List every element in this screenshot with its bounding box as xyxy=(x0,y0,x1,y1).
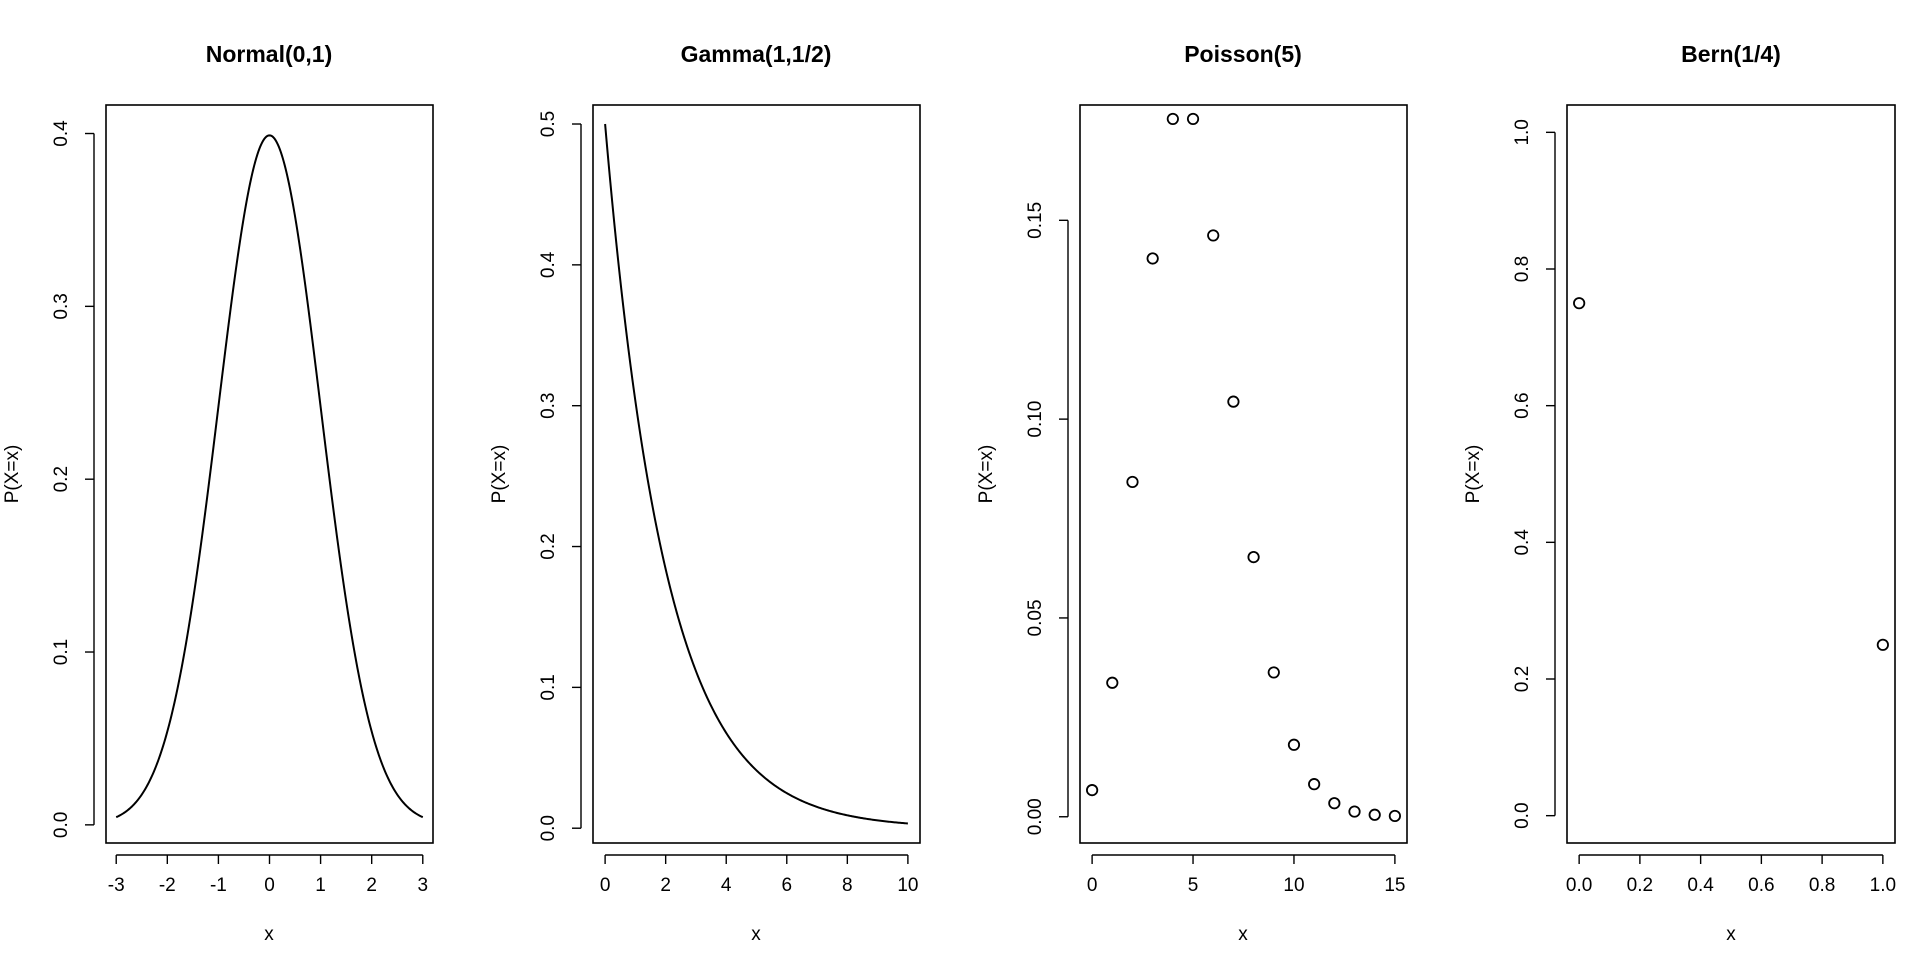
x-tick-label: 10 xyxy=(897,875,918,896)
x-tick-label: 0.4 xyxy=(1687,875,1714,896)
series-line xyxy=(604,123,908,825)
chart-title: Poisson(5) xyxy=(1184,41,1302,67)
x-tick-label: 0.8 xyxy=(1809,875,1835,896)
data-point xyxy=(1166,112,1179,126)
plot-frame xyxy=(592,104,921,844)
panel-1: Normal(0,1) -3 -2 -1 0 1 2 3 0.0 0.1 0.2 0.3 0.4 x P(X… xyxy=(2,41,434,945)
y-tick-label: 1.0 xyxy=(1512,119,1533,145)
chart-title: Bern(1/4) xyxy=(1681,41,1781,67)
x-tick-label: 8 xyxy=(842,875,853,896)
data-point xyxy=(1126,475,1139,489)
data-point xyxy=(1287,738,1301,751)
x-tick-label: 10 xyxy=(1283,875,1304,896)
x-tick-label: 0 xyxy=(264,875,275,896)
plot-frame xyxy=(1079,104,1408,844)
x-tick-label: 1.0 xyxy=(1870,875,1896,896)
data-point xyxy=(1388,809,1401,823)
data-point xyxy=(1106,676,1119,689)
x-axis-label: x xyxy=(751,924,761,945)
x-tick-label: 0.2 xyxy=(1627,875,1653,896)
y-tick-label: 0.6 xyxy=(1512,392,1533,418)
chart-title: Gamma(1,1/2) xyxy=(681,41,832,67)
y-axis-label: P(X=x) xyxy=(489,445,510,504)
x-axis-label: x xyxy=(264,924,274,945)
chart-title: Normal(0,1) xyxy=(206,41,333,67)
x-tick-label: 4 xyxy=(721,875,732,896)
x-tick-label: 15 xyxy=(1384,875,1405,896)
series-line xyxy=(115,134,424,819)
y-tick-label: 0.0 xyxy=(538,815,559,841)
data-point xyxy=(1247,551,1260,564)
x-tick-label: 0 xyxy=(600,875,611,896)
y-tick-label: 0.0 xyxy=(51,812,72,838)
x-axis-label: x xyxy=(1238,924,1248,945)
x-tick-label: -1 xyxy=(210,875,227,896)
x-axis-label: x xyxy=(1726,924,1736,945)
y-tick-label: 0.2 xyxy=(538,533,559,559)
x-tick-label: 3 xyxy=(417,875,428,896)
plot-frame xyxy=(1566,104,1896,844)
x-tick-label: 6 xyxy=(781,875,792,896)
y-axis-label: P(X=x) xyxy=(1463,445,1484,504)
y-tick-label: 0.05 xyxy=(1025,599,1046,636)
x-tick-label: 0 xyxy=(1087,875,1098,896)
panel-3: Poisson(5) 0 5 10 15 0.00 0.05 0.10 0.15 x P(X=x) xyxy=(976,41,1408,945)
data-point xyxy=(1086,784,1099,797)
y-tick-label: 0.3 xyxy=(51,293,72,319)
data-point xyxy=(1207,229,1220,242)
y-tick-label: 0.1 xyxy=(538,674,559,700)
y-tick-label: 0.8 xyxy=(1512,256,1533,282)
data-point xyxy=(1267,666,1280,679)
y-tick-label: 0.1 xyxy=(51,639,72,665)
y-tick-label: 0.4 xyxy=(1512,529,1533,556)
x-tick-label: 1 xyxy=(315,875,326,896)
x-tick-label: -2 xyxy=(159,875,176,896)
x-tick-label: 2 xyxy=(660,875,671,896)
y-tick-label: 0.2 xyxy=(1512,666,1533,692)
x-tick-label: 2 xyxy=(366,875,377,896)
data-point xyxy=(1146,252,1159,265)
x-tick-label: 0.6 xyxy=(1748,875,1774,896)
y-tick-label: 0.00 xyxy=(1025,798,1046,835)
plot-frame xyxy=(105,104,434,844)
y-tick-label: 0.10 xyxy=(1025,401,1046,438)
data-point xyxy=(1876,638,1889,651)
data-point xyxy=(1328,797,1341,810)
y-tick-label: 0.0 xyxy=(1512,802,1533,828)
y-tick-label: 0.15 xyxy=(1025,202,1046,239)
data-point xyxy=(1227,395,1240,408)
x-tick-label: 5 xyxy=(1188,875,1199,896)
y-tick-label: 0.4 xyxy=(538,251,559,278)
data-point xyxy=(1368,808,1381,821)
data-point xyxy=(1573,297,1586,310)
data-point xyxy=(1348,805,1361,818)
y-tick-label: 0.4 xyxy=(51,120,72,147)
y-axis-label: P(X=x) xyxy=(2,445,23,504)
x-tick-label: -3 xyxy=(108,875,125,896)
y-tick-label: 0.5 xyxy=(538,111,559,137)
data-point xyxy=(1186,112,1200,126)
panel-2: Gamma(1,1/2) 0 2 4 6 8 10 0.0 0.1 0.2 0.3 0.4 0.5 x P(… xyxy=(489,41,921,945)
y-tick-label: 0.3 xyxy=(538,392,559,418)
panel-4: Bern(1/4) 0.0 0.2 0.4 0.6 0.8 1.0 0.0 0.2 0.4 0.6 0… xyxy=(1463,41,1896,945)
y-axis-label: P(X=x) xyxy=(976,445,997,504)
x-tick-label: 0.0 xyxy=(1566,875,1592,896)
y-tick-label: 0.2 xyxy=(51,466,72,492)
data-point xyxy=(1308,778,1321,791)
